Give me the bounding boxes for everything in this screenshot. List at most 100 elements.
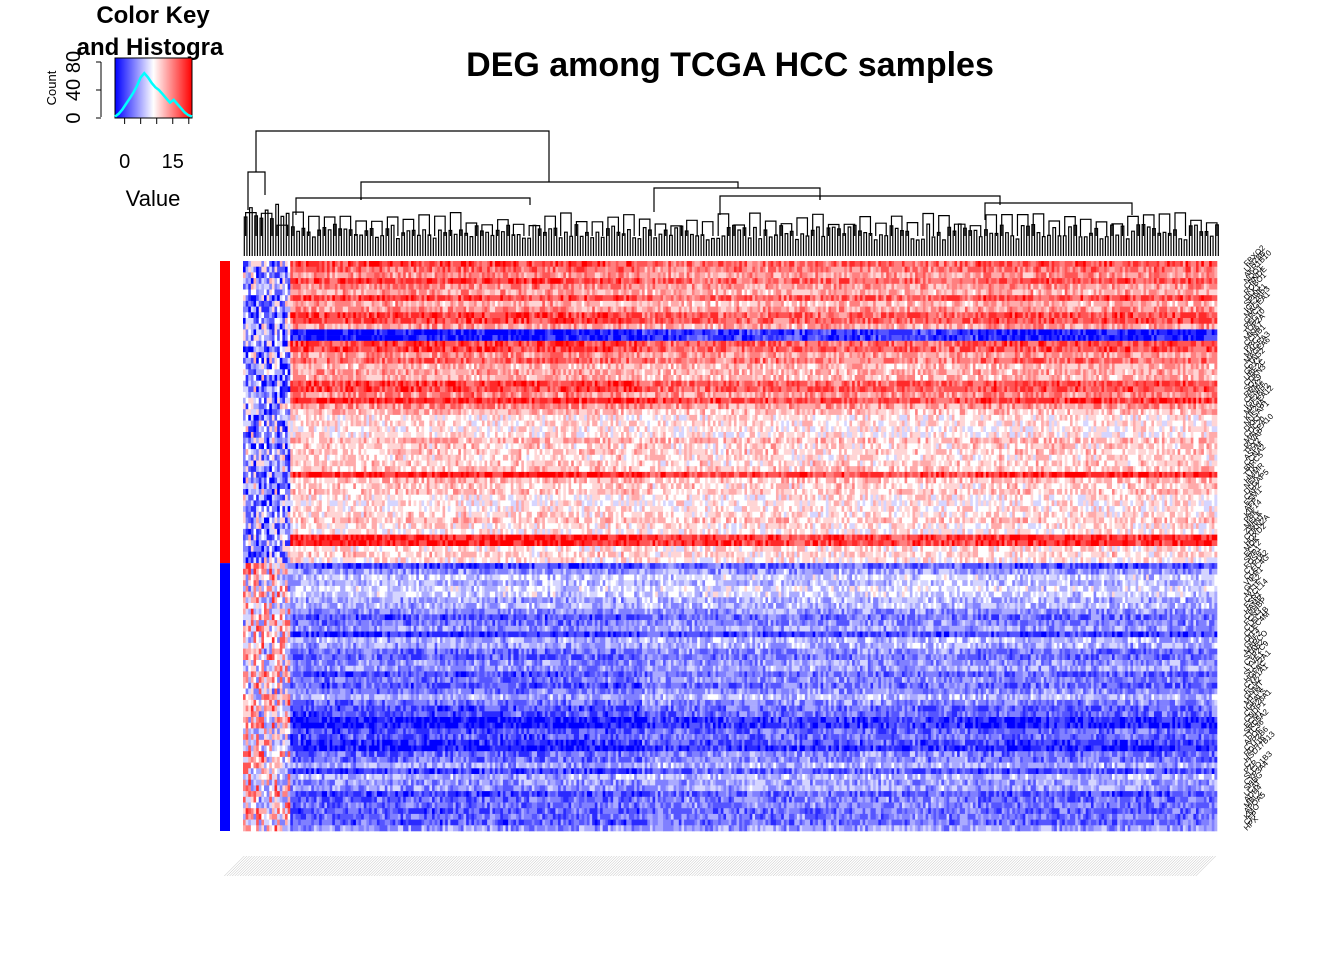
heatmap-cell — [621, 318, 624, 324]
heatmap-cell — [852, 318, 856, 324]
heatmap-cell — [516, 335, 519, 342]
heatmap-cell — [1201, 278, 1205, 285]
heatmap-cell — [812, 261, 816, 267]
heatmap-cell — [1167, 261, 1171, 267]
heatmap-cell — [943, 312, 947, 319]
heatmap-cell — [642, 295, 645, 302]
heatmap-cell — [308, 261, 320, 267]
heatmap-cell — [369, 266, 372, 273]
heatmap-cell — [245, 352, 249, 359]
heatmap-cell — [476, 289, 483, 296]
heatmap-cell — [584, 295, 588, 302]
heatmap-cell — [369, 312, 372, 319]
heatmap-cell — [516, 295, 522, 302]
heatmap-cell — [770, 300, 774, 307]
heatmap-cell — [668, 300, 672, 307]
heatmap-cell — [505, 266, 509, 273]
heatmap-cell — [820, 335, 824, 342]
heatmap-cell — [720, 266, 724, 273]
heatmap-cell — [951, 357, 955, 364]
heatmap-cell — [1174, 272, 1178, 279]
heatmap-cell — [978, 278, 987, 285]
heatmap-cell — [416, 261, 420, 267]
heatmap-cell — [521, 329, 525, 336]
heatmap-cell — [581, 312, 585, 319]
heatmap-cell — [1156, 283, 1160, 290]
heatmap-cell — [1096, 329, 1100, 336]
heatmap-cell — [894, 312, 898, 319]
heatmap-cell — [329, 306, 333, 313]
heatmap-cell — [1130, 278, 1134, 285]
heatmap-cell — [508, 295, 512, 302]
heatmap-cell — [873, 312, 877, 319]
heatmap-cell — [374, 352, 378, 359]
heatmap-cell — [652, 346, 659, 353]
heatmap-cell — [849, 318, 853, 324]
heatmap-cell — [922, 352, 926, 359]
heatmap-cell — [681, 329, 685, 336]
heatmap-cell — [1127, 329, 1136, 336]
heatmap-cell — [531, 312, 535, 319]
heatmap-cell — [342, 340, 346, 347]
heatmap-cell — [571, 346, 575, 353]
heatmap-cell — [760, 357, 764, 364]
heatmap-cell — [854, 278, 858, 285]
heatmap-cell — [933, 329, 937, 336]
heatmap-cell — [1088, 295, 1092, 302]
heatmap-cell — [1020, 340, 1024, 347]
heatmap-cell — [983, 318, 989, 324]
heatmap-cell — [332, 261, 336, 267]
heatmap-cell — [739, 340, 743, 347]
heatmap-cell — [807, 278, 811, 285]
heatmap-cell — [287, 363, 291, 370]
heatmap-cell — [676, 340, 680, 347]
heatmap-cell — [243, 346, 246, 353]
heatmap-cell — [573, 283, 580, 290]
heatmap-cell — [502, 335, 509, 342]
heatmap-cell — [1140, 329, 1150, 336]
heatmap-cell — [426, 363, 430, 370]
heatmap-cell — [1159, 272, 1168, 279]
heatmap-cell — [248, 278, 252, 285]
heatmap-cell — [1111, 357, 1123, 364]
heatmap-cell — [571, 295, 577, 302]
heatmap-cell — [534, 329, 546, 336]
heatmap-cell — [943, 300, 947, 307]
heatmap-cell — [371, 340, 375, 347]
heatmap-cell — [691, 261, 695, 267]
heatmap-cell — [584, 312, 588, 319]
heatmap-cell — [1211, 266, 1215, 273]
heatmap-cell — [334, 323, 338, 330]
heatmap-cell — [626, 289, 630, 296]
heatmap-cell — [694, 278, 701, 285]
heatmap-cell — [361, 312, 365, 319]
heatmap-cell — [266, 323, 270, 330]
heatmap-cell — [476, 323, 480, 330]
heatmap-cell — [1114, 266, 1121, 273]
heatmap-cell — [1164, 312, 1168, 319]
heatmap-cell — [450, 312, 456, 319]
heatmap-cell — [922, 295, 926, 302]
heatmap-cell — [1072, 306, 1076, 313]
heatmap-cell — [1206, 289, 1210, 296]
heatmap-cell — [400, 318, 412, 324]
heatmap-cell — [484, 312, 491, 319]
heatmap-cell — [1038, 340, 1045, 347]
heatmap-cell — [621, 335, 627, 342]
heatmap-cell — [1064, 306, 1068, 313]
heatmap-cell — [327, 335, 341, 342]
heatmap-cell — [954, 357, 958, 364]
heatmap-cell — [857, 312, 863, 319]
heatmap-cell — [878, 346, 882, 353]
heatmap-cell — [1135, 335, 1139, 342]
heatmap-cell — [487, 261, 491, 267]
heatmap-cell — [768, 329, 771, 336]
heatmap-cell — [951, 323, 958, 330]
heatmap-cell — [1153, 357, 1163, 364]
heatmap-cell — [366, 278, 370, 285]
heatmap-cell — [287, 278, 291, 285]
heatmap-cell — [817, 318, 821, 324]
heatmap-cell — [849, 306, 853, 313]
dendrogram-cluster-d — [984, 202, 1133, 220]
heatmap-cell — [691, 295, 695, 302]
